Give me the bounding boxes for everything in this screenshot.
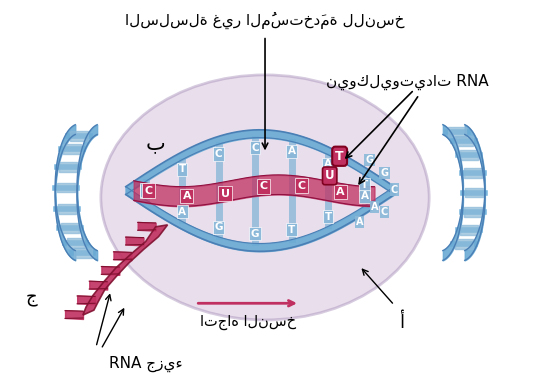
Text: ج: ج [25,290,37,307]
Text: ب: ب [146,133,165,153]
Text: T: T [179,164,186,175]
Polygon shape [83,225,167,315]
Text: A: A [324,159,332,170]
Text: T: T [288,225,295,235]
Text: A: A [361,191,368,201]
Text: C: C [215,149,222,159]
Text: C: C [298,181,306,190]
Ellipse shape [101,75,429,320]
Text: G: G [366,155,374,165]
Text: T: T [142,185,149,195]
Text: A: A [288,146,295,156]
Text: A: A [370,202,378,212]
Text: T: T [335,150,344,163]
Text: السلسلة غير المُستخدَمة للنسخ: السلسلة غير المُستخدَمة للنسخ [125,12,405,29]
Text: G: G [380,168,388,178]
Text: C: C [259,181,267,191]
Text: U: U [325,169,334,182]
Text: أ: أ [399,313,404,332]
Text: T: T [325,211,332,222]
Text: G: G [251,228,259,239]
Text: اتجاه النسخ: اتجاه النسخ [200,315,296,330]
Text: G: G [214,222,223,232]
Text: A: A [356,217,363,227]
Text: C: C [145,185,153,196]
Text: A: A [183,191,191,201]
Text: A: A [178,207,186,217]
Text: RNA جزيء: RNA جزيء [109,356,183,372]
Text: A: A [336,187,345,197]
Text: A: A [141,186,150,196]
Text: نيوكليوتيدات RNA: نيوكليوتيدات RNA [326,74,489,90]
Text: T: T [361,180,368,190]
Text: C: C [381,207,388,217]
Text: C: C [251,143,259,153]
Text: C: C [391,185,398,195]
Text: U: U [221,188,230,199]
